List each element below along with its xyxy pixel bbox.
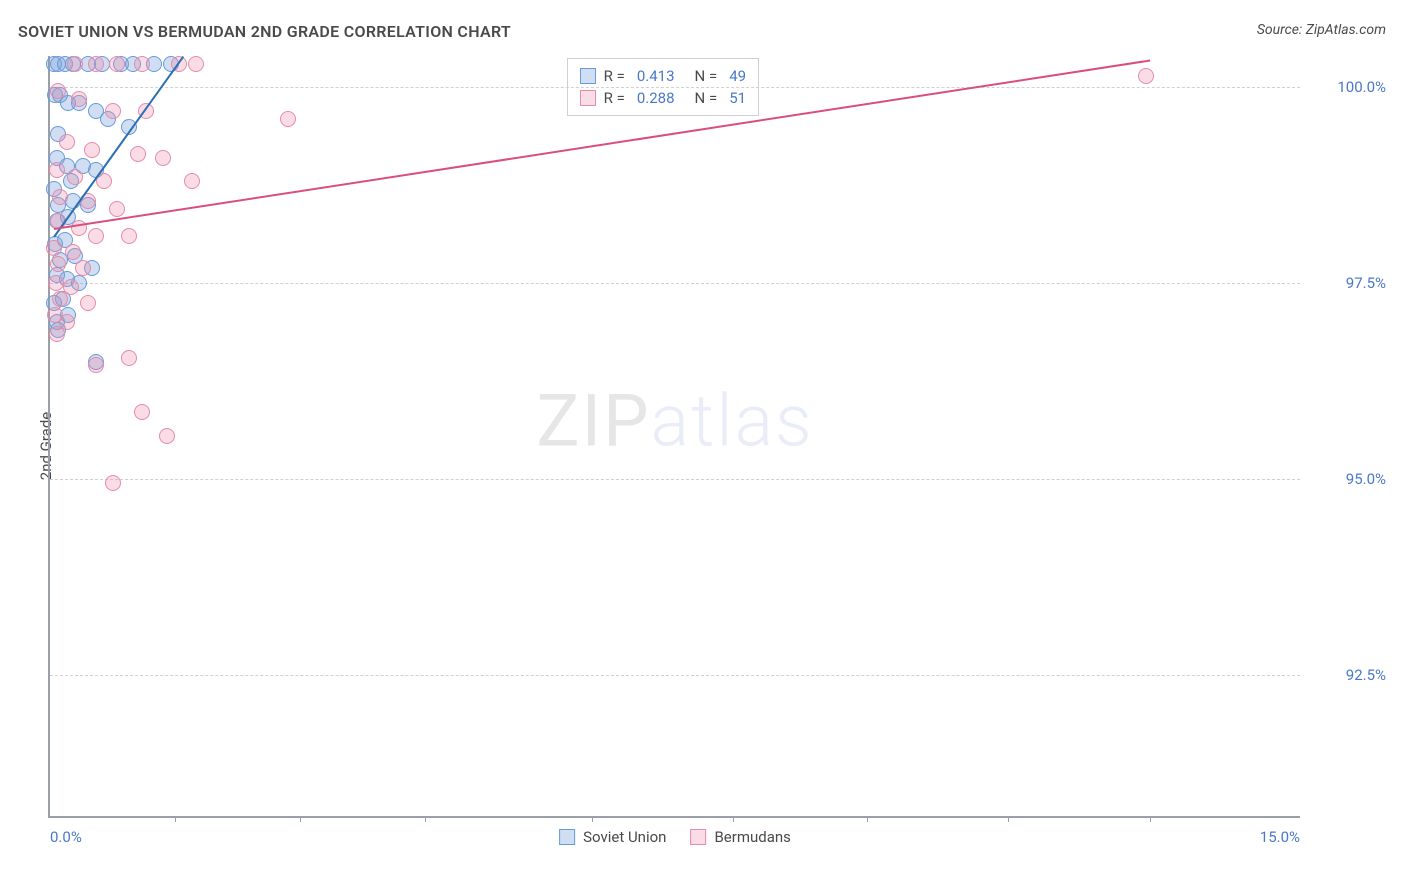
x-tick-mark bbox=[867, 816, 868, 822]
legend-row: R = 0.288 N = 51 bbox=[580, 87, 746, 109]
bermudan-point bbox=[280, 111, 296, 127]
bermudan-point bbox=[1138, 68, 1154, 84]
x-tick-mark bbox=[1008, 816, 1009, 822]
bermudan-point bbox=[188, 56, 204, 72]
chart-container: SOVIET UNION VS BERMUDAN 2ND GRADE CORRE… bbox=[0, 0, 1406, 892]
bermudan-point bbox=[121, 350, 137, 366]
bermudan-point bbox=[109, 56, 125, 72]
y-tick-label: 100.0% bbox=[1308, 78, 1386, 96]
bermudan-point bbox=[59, 134, 75, 150]
x-tick-label: 0.0% bbox=[50, 828, 82, 846]
chart-title: SOVIET UNION VS BERMUDAN 2ND GRADE CORRE… bbox=[18, 22, 511, 41]
bermudan-point bbox=[67, 169, 83, 185]
legend-label: Soviet Union bbox=[583, 828, 666, 846]
bermudan-point bbox=[88, 228, 104, 244]
bermudan-point bbox=[88, 357, 104, 373]
gridline bbox=[50, 479, 1300, 480]
n-label: N = bbox=[695, 87, 718, 109]
soviet-swatch-icon bbox=[580, 68, 596, 84]
bermudan-point bbox=[155, 150, 171, 166]
bermudan-point bbox=[46, 240, 62, 256]
plot-area: ZIPatlas R =0.413N =49R =0.288N =51 Sovi… bbox=[48, 56, 1300, 818]
bermudan-point bbox=[105, 475, 121, 491]
bermudan-swatch-icon bbox=[580, 90, 596, 106]
bermudan-swatch-icon bbox=[690, 829, 706, 845]
bermudan-point bbox=[105, 103, 121, 119]
x-tick-label: 15.0% bbox=[1260, 828, 1300, 846]
legend-label: Bermudans bbox=[714, 828, 790, 846]
y-tick-label: 97.5% bbox=[1308, 274, 1386, 292]
n-value: 51 bbox=[729, 87, 746, 109]
bermudan-point bbox=[159, 428, 175, 444]
x-tick-mark bbox=[425, 816, 426, 822]
watermark-part2: atlas bbox=[651, 378, 814, 463]
bermudan-point bbox=[109, 201, 125, 217]
bermudan-point bbox=[67, 56, 83, 72]
bermudan-point bbox=[49, 326, 65, 342]
bermudan-point bbox=[52, 189, 68, 205]
n-value: 49 bbox=[729, 65, 746, 87]
gridline bbox=[50, 675, 1300, 676]
r-label: R = bbox=[604, 65, 625, 87]
x-tick-mark bbox=[1150, 816, 1151, 822]
bermudan-point bbox=[84, 142, 100, 158]
x-tick-mark bbox=[300, 816, 301, 822]
bermudan-point bbox=[50, 256, 66, 272]
gridline bbox=[50, 87, 1300, 88]
bermudan-point bbox=[134, 404, 150, 420]
watermark: ZIPatlas bbox=[536, 378, 813, 463]
bermudan-point bbox=[49, 162, 65, 178]
gridline bbox=[50, 283, 1300, 284]
bermudan-point bbox=[75, 260, 91, 276]
bermudan-point bbox=[121, 228, 137, 244]
soviet-swatch-icon bbox=[559, 829, 575, 845]
bermudan-point bbox=[50, 83, 66, 99]
legend-item: Bermudans bbox=[690, 828, 790, 846]
y-tick-label: 92.5% bbox=[1308, 666, 1386, 684]
bermudan-point bbox=[80, 295, 96, 311]
bermudan-point bbox=[134, 56, 150, 72]
r-label: R = bbox=[604, 87, 625, 109]
bermudan-point bbox=[65, 244, 81, 260]
legend-row: R = 0.413 N = 49 bbox=[580, 65, 746, 87]
series-legend: Soviet Union Bermudans bbox=[559, 828, 791, 846]
r-value: 0.413 bbox=[637, 65, 675, 87]
bermudan-point bbox=[48, 275, 64, 291]
source-attribution: Source: ZipAtlas.com bbox=[1257, 22, 1386, 38]
bermudan-point bbox=[52, 291, 68, 307]
bermudan-point bbox=[184, 173, 200, 189]
legend-item: Soviet Union bbox=[559, 828, 666, 846]
n-label: N = bbox=[695, 65, 718, 87]
chart-area: ZIPatlas R =0.413N =49R =0.288N =51 Sovi… bbox=[48, 56, 1388, 816]
x-tick-mark bbox=[175, 816, 176, 822]
bermudan-point bbox=[71, 91, 87, 107]
x-tick-mark bbox=[733, 816, 734, 822]
y-tick-label: 95.0% bbox=[1308, 470, 1386, 488]
watermark-part1: ZIP bbox=[536, 378, 650, 463]
x-tick-mark bbox=[592, 816, 593, 822]
bermudan-point bbox=[130, 146, 146, 162]
bermudan-point bbox=[88, 56, 104, 72]
r-value: 0.288 bbox=[637, 87, 675, 109]
